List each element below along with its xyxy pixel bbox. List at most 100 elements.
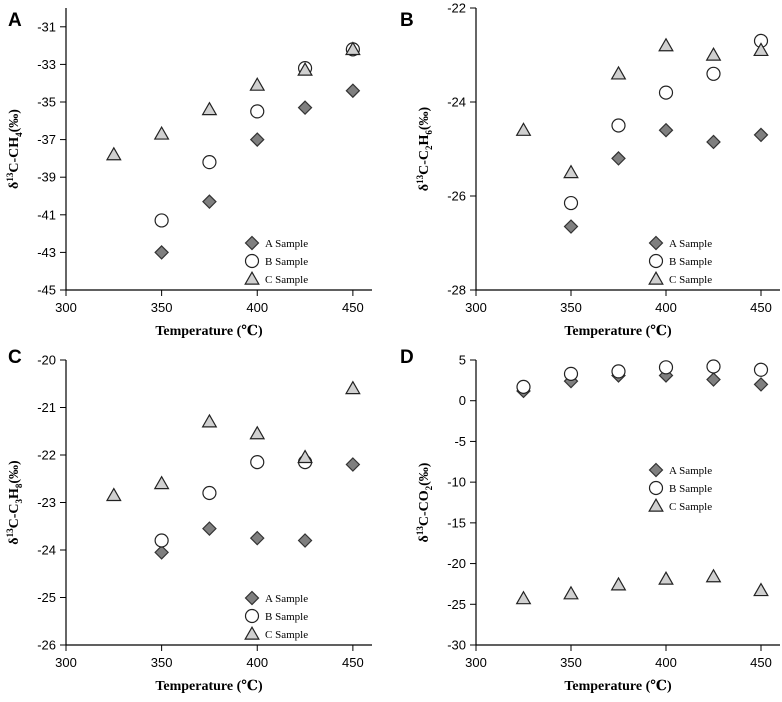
- data-point: [201, 413, 218, 428]
- legend-marker: [244, 590, 260, 606]
- y-tick-label: -24: [447, 95, 466, 110]
- panel-letter: D: [400, 347, 414, 368]
- x-tick-label: 300: [55, 655, 77, 670]
- legend-marker: [648, 253, 664, 269]
- panel-letter: A: [8, 10, 22, 31]
- x-tick-label: 450: [342, 655, 364, 670]
- data-point: [658, 37, 674, 52]
- x-axis-title: Temperature (℃): [564, 324, 672, 339]
- legend-label: B Sample: [669, 483, 712, 495]
- data-point: [563, 366, 579, 381]
- y-tick-label: -43: [37, 245, 56, 260]
- data-point: [658, 571, 674, 585]
- data-point: [705, 568, 722, 583]
- x-tick-label: 300: [465, 655, 487, 670]
- legend-label: C Sample: [669, 501, 712, 513]
- series-c-sample: [105, 380, 361, 502]
- data-point: [658, 85, 674, 100]
- legend: A Sample B Sample C Sample: [244, 235, 308, 286]
- x-axis-title: Temperature (℃): [564, 679, 672, 694]
- y-tick-label: -37: [37, 132, 56, 147]
- y-tick-label: -28: [447, 283, 466, 298]
- y-axis-title: δ13C-C2H6(‰): [415, 106, 434, 191]
- x-tick-label: 400: [655, 300, 677, 315]
- data-point: [249, 77, 266, 91]
- data-point: [202, 485, 217, 501]
- y-tick-label: -20: [37, 353, 56, 368]
- data-point: [105, 487, 122, 502]
- data-point: [706, 359, 721, 374]
- data-point: [753, 582, 769, 597]
- x-tick-label: 350: [560, 300, 582, 315]
- data-point: [250, 455, 265, 470]
- data-point: [201, 101, 218, 116]
- y-tick-label: -5: [454, 434, 466, 449]
- x-tick-label: 300: [465, 300, 487, 315]
- x-tick-label: 400: [246, 655, 268, 670]
- legend-label: A Sample: [265, 593, 308, 605]
- data-point: [105, 146, 122, 161]
- data-point: [706, 66, 721, 81]
- data-point: [154, 213, 169, 228]
- x-axis-title: Temperature (℃): [155, 679, 263, 694]
- legend-label: C Sample: [669, 274, 712, 286]
- legend-marker: [648, 497, 664, 512]
- data-point: [154, 533, 169, 548]
- y-tick-label: -21: [37, 400, 56, 415]
- x-axis-title: Temperature (℃): [155, 324, 263, 339]
- x-tick-label: 450: [750, 655, 772, 670]
- y-tick-label: -10: [447, 475, 466, 490]
- panel-b: B -28 -26 -24 -22 300 350 400 450 Temperature (℃)…: [400, 1, 780, 339]
- legend: A Sample B Sample C Sample: [244, 590, 308, 641]
- data-point: [250, 104, 265, 119]
- y-tick-label: -41: [37, 207, 56, 222]
- panel-letter: C: [8, 347, 22, 368]
- data-point: [611, 364, 626, 379]
- data-point: [249, 132, 265, 147]
- y-tick-label: -22: [447, 1, 466, 16]
- data-point: [202, 155, 217, 170]
- data-point: [154, 545, 169, 560]
- data-point: [706, 372, 721, 387]
- y-tick-label: -25: [447, 597, 466, 612]
- legend-label: A Sample: [669, 465, 712, 477]
- data-point: [345, 457, 361, 472]
- legend: A Sample B Sample C Sample: [648, 235, 712, 286]
- y-tick-label: -45: [37, 283, 56, 298]
- legend-label: C Sample: [265, 629, 308, 641]
- data-point: [563, 585, 579, 600]
- y-tick-label: -35: [37, 95, 56, 110]
- y-tick-label: -39: [37, 170, 56, 185]
- panel-d: D -30 -25 -20 -15 -10 -5 0 5 300 350 400 450 Temperat…: [400, 347, 780, 694]
- panel-letter: B: [400, 10, 414, 31]
- series-a-sample: [563, 122, 769, 234]
- y-tick-label: -24: [37, 543, 56, 558]
- data-point: [202, 194, 217, 209]
- series-a-sample: [154, 457, 361, 560]
- data-point: [706, 134, 721, 150]
- legend-label: B Sample: [265, 256, 308, 268]
- data-point: [154, 245, 169, 260]
- series-a-sample: [516, 368, 769, 399]
- y-tick-label: 5: [459, 353, 466, 368]
- legend-label: B Sample: [669, 256, 712, 268]
- legend-marker: [244, 235, 260, 251]
- series-b-sample: [154, 455, 313, 548]
- data-point: [297, 533, 313, 548]
- legend-marker: [648, 480, 664, 496]
- data-point: [563, 219, 579, 234]
- y-tick-label: -33: [37, 57, 56, 72]
- y-axis-title: δ13C-CO2(‰): [415, 462, 434, 542]
- data-point: [705, 46, 722, 61]
- data-point: [610, 576, 627, 591]
- data-point: [515, 122, 532, 136]
- y-tick-label: -22: [37, 448, 56, 463]
- legend-label: A Sample: [669, 238, 712, 250]
- x-tick-label: 350: [151, 655, 173, 670]
- x-tick-label: 400: [655, 655, 677, 670]
- data-point: [345, 41, 361, 56]
- x-tick-label: 400: [246, 300, 268, 315]
- legend-label: C Sample: [265, 274, 308, 286]
- data-point: [753, 127, 769, 143]
